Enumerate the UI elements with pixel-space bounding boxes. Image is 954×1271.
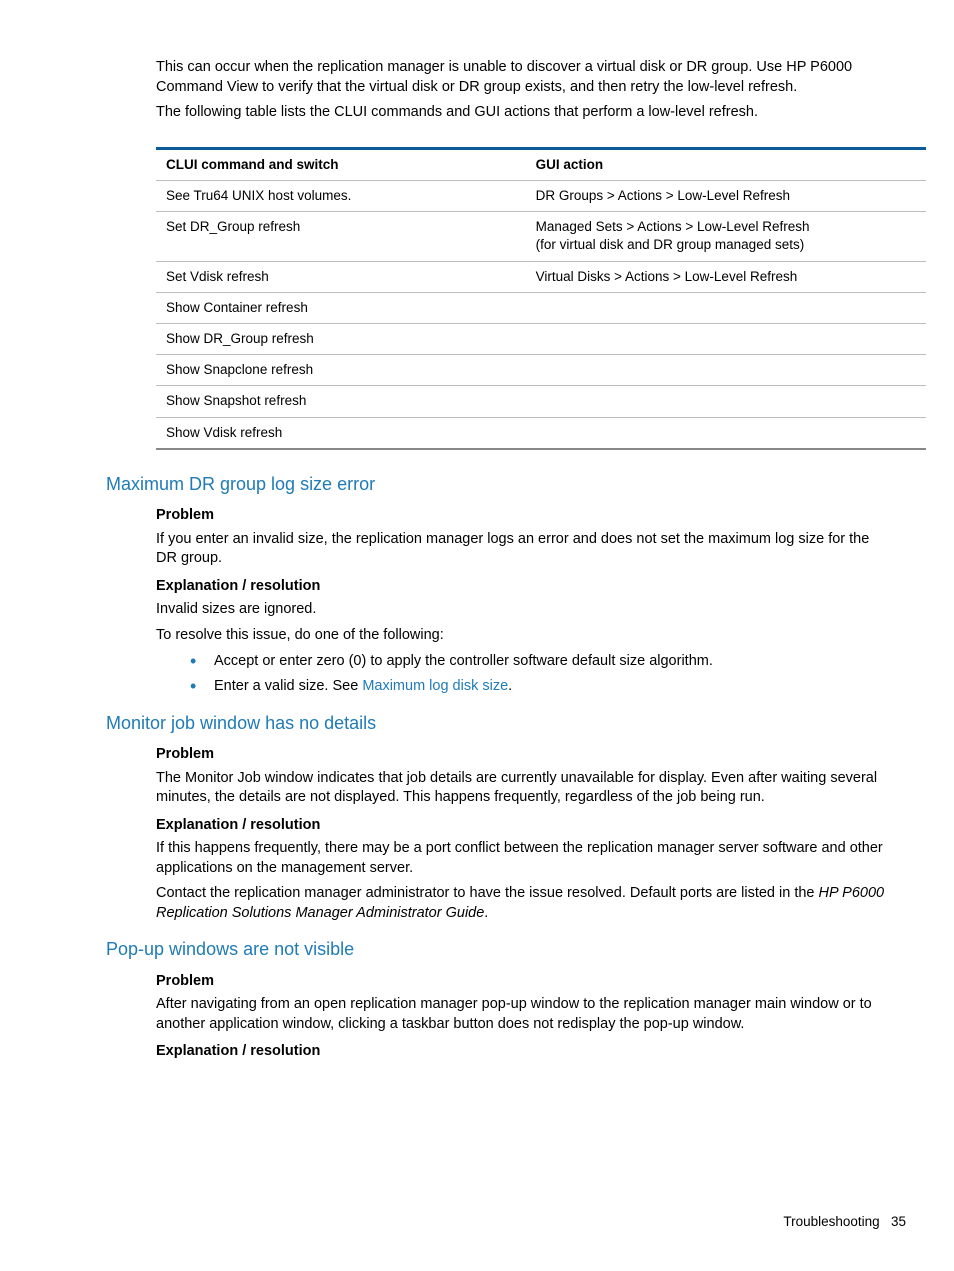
table-row: Show DR_Group refresh: [156, 324, 926, 355]
footer-page-number: 35: [891, 1214, 906, 1229]
cell-clui: Show DR_Group refresh: [156, 324, 526, 355]
section-title-max-dr-log-size: Maximum DR group log size error: [106, 472, 906, 496]
cell-clui: Show Container refresh: [156, 292, 526, 323]
problem-text: After navigating from an open replicatio…: [156, 995, 890, 1034]
cell-gui: Managed Sets > Actions > Low-Level Refre…: [526, 212, 926, 261]
table-row: See Tru64 UNIX host volumes.DR Groups > …: [156, 180, 926, 211]
cell-gui: [526, 417, 926, 449]
table-row: Show Vdisk refresh: [156, 417, 926, 449]
problem-text: The Monitor Job window indicates that jo…: [156, 769, 890, 808]
table-row: Show Container refresh: [156, 292, 926, 323]
table-row: Set Vdisk refreshVirtual Disks > Actions…: [156, 261, 926, 292]
link-max-log-disk-size[interactable]: Maximum log disk size: [362, 678, 508, 694]
cell-gui: [526, 386, 926, 417]
cell-clui: Show Snapclone refresh: [156, 355, 526, 386]
page-footer: Troubleshooting 35: [783, 1213, 906, 1231]
intro-paragraph-2: The following table lists the CLUI comma…: [156, 103, 890, 123]
cell-clui: Set Vdisk refresh: [156, 261, 526, 292]
table-row: Show Snapshot refresh: [156, 386, 926, 417]
explanation-heading: Explanation / resolution: [156, 1042, 906, 1062]
refresh-commands-table: CLUI command and switch GUI action See T…: [156, 147, 926, 450]
table-header-gui: GUI action: [526, 148, 926, 180]
cell-gui: DR Groups > Actions > Low-Level Refresh: [526, 180, 926, 211]
cell-gui: Virtual Disks > Actions > Low-Level Refr…: [526, 261, 926, 292]
resolution-list: Accept or enter zero (0) to apply the co…: [156, 652, 906, 697]
section-title-monitor-job: Monitor job window has no details: [106, 711, 906, 735]
list-item-text: .: [508, 678, 512, 694]
explanation-text: Contact the replication manager administ…: [156, 884, 890, 923]
problem-heading: Problem: [156, 972, 906, 992]
cell-clui: See Tru64 UNIX host volumes.: [156, 180, 526, 211]
explanation-heading: Explanation / resolution: [156, 816, 906, 836]
text: Contact the replication manager administ…: [156, 885, 819, 901]
problem-heading: Problem: [156, 745, 906, 765]
list-item: Accept or enter zero (0) to apply the co…: [190, 652, 906, 672]
table-row: Set DR_Group refreshManaged Sets > Actio…: [156, 212, 926, 261]
list-item: Enter a valid size. See Maximum log disk…: [190, 677, 906, 697]
explanation-text: To resolve this issue, do one of the fol…: [156, 626, 890, 646]
cell-clui: Show Snapshot refresh: [156, 386, 526, 417]
section-title-popup-windows: Pop-up windows are not visible: [106, 937, 906, 961]
cell-gui: [526, 355, 926, 386]
text: .: [484, 905, 488, 921]
cell-gui: [526, 292, 926, 323]
explanation-heading: Explanation / resolution: [156, 577, 906, 597]
cell-gui: [526, 324, 926, 355]
explanation-text: If this happens frequently, there may be…: [156, 839, 890, 878]
problem-heading: Problem: [156, 506, 906, 526]
cell-clui: Show Vdisk refresh: [156, 417, 526, 449]
table-row: Show Snapclone refresh: [156, 355, 926, 386]
cell-clui: Set DR_Group refresh: [156, 212, 526, 261]
intro-paragraph-1: This can occur when the replication mana…: [156, 58, 890, 97]
problem-text: If you enter an invalid size, the replic…: [156, 530, 890, 569]
explanation-text: Invalid sizes are ignored.: [156, 600, 890, 620]
footer-section-label: Troubleshooting: [783, 1214, 879, 1229]
list-item-text: Enter a valid size. See: [214, 678, 362, 694]
table-header-clui: CLUI command and switch: [156, 148, 526, 180]
